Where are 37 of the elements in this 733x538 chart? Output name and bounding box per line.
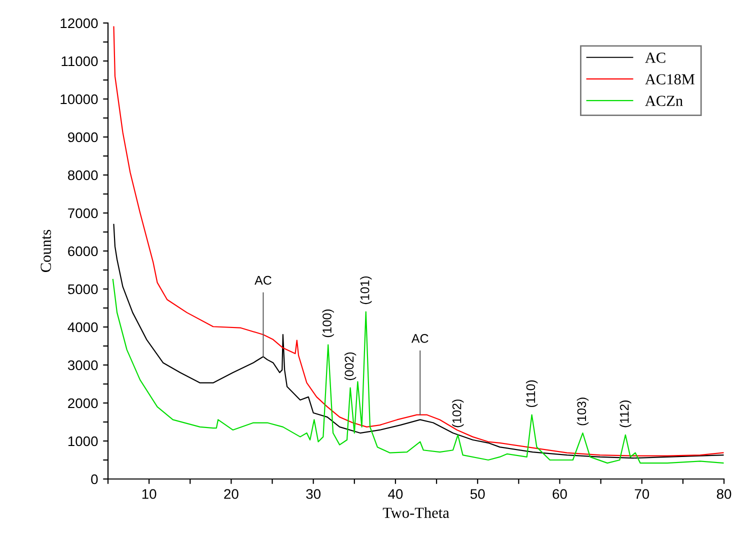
x-tick-label: 20 <box>224 489 238 499</box>
line-series <box>113 26 724 456</box>
x-tick-label: 60 <box>552 489 567 499</box>
legend-label: AC <box>645 52 666 63</box>
annotation: (101) <box>360 276 372 304</box>
y-tick-label: 1000 <box>68 436 98 446</box>
y-tick-label: 6000 <box>68 246 98 256</box>
y-tick-label: 4000 <box>68 322 98 332</box>
x-tick-label: 50 <box>470 489 485 499</box>
x-tick-label: 80 <box>716 489 732 499</box>
y-tick-label: 11000 <box>62 56 98 66</box>
annotation: AC <box>411 334 428 343</box>
legend-label: AC18M <box>645 74 695 84</box>
y-tick-label: 12000 <box>60 18 98 28</box>
x-tick-label: 10 <box>142 489 156 499</box>
y-tick-label: 2000 <box>68 398 98 408</box>
annotation: (110) <box>526 380 538 408</box>
line-series <box>113 224 724 459</box>
x-tick-label: 40 <box>388 489 403 499</box>
y-tick-label: 7000 <box>68 208 98 218</box>
legend-label: ACZn <box>645 96 683 106</box>
annotation: (002) <box>344 352 356 380</box>
annotation: (100) <box>322 310 334 338</box>
y-axis-title: Counts <box>40 230 51 272</box>
y-tick-label: 9000 <box>68 132 98 142</box>
x-tick-label: 30 <box>306 489 321 499</box>
x-axis-title: Two-Theta <box>382 507 450 518</box>
x-tick-label: 70 <box>634 489 650 499</box>
annotation: (102) <box>452 400 464 428</box>
y-tick-label: 3000 <box>68 360 98 370</box>
y-tick-label: 8000 <box>68 170 98 180</box>
annotation: (103) <box>576 398 589 426</box>
y-tick-label: 0 <box>91 474 98 484</box>
annotation: AC <box>254 276 272 285</box>
y-tick-label: 5000 <box>68 284 98 294</box>
y-tick-label: 10000 <box>60 94 98 104</box>
annotation: (112) <box>620 400 632 428</box>
